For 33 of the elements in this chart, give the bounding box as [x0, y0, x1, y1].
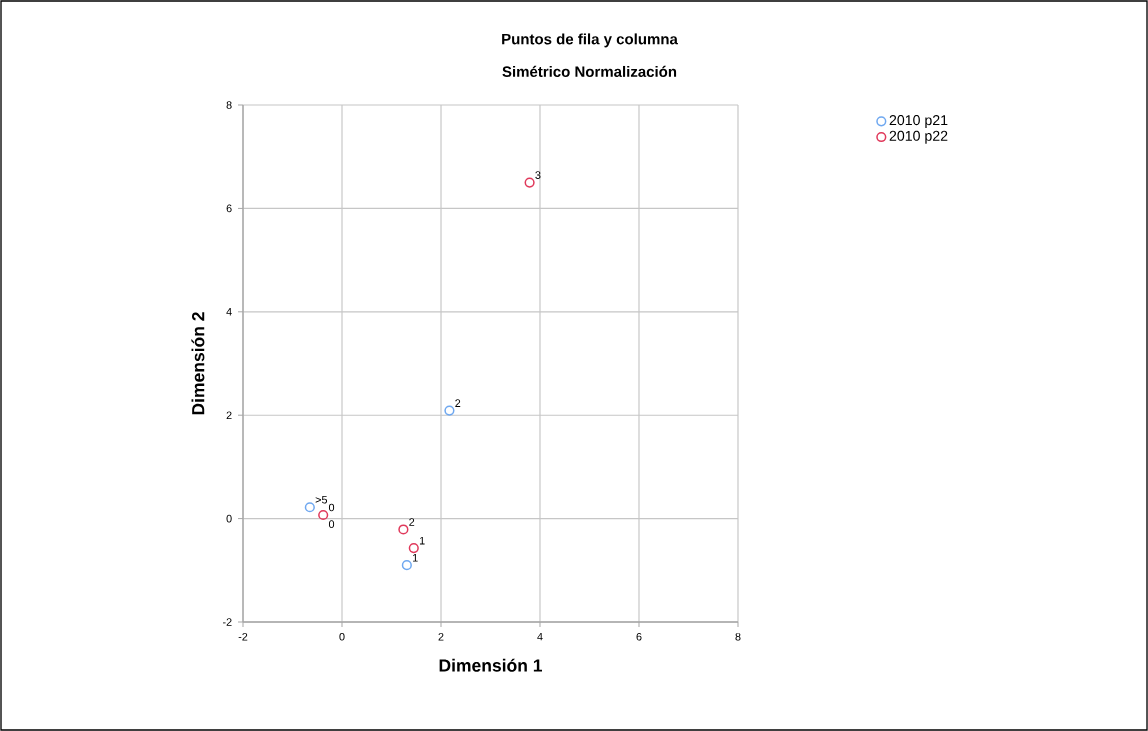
x-tick-label: 0 — [339, 632, 345, 641]
x-tick-label: 8 — [735, 632, 741, 641]
x-tick-label: 6 — [636, 632, 642, 641]
y-tick-label: -2 — [222, 618, 232, 626]
annotation: 2 — [455, 399, 461, 407]
y-axis-title: Dimensión 2 — [191, 312, 205, 415]
point — [318, 509, 329, 521]
y-tick-label: 2 — [226, 411, 232, 419]
point — [304, 502, 315, 513]
annotation: 1 — [419, 536, 425, 545]
x-tick-label: 4 — [537, 632, 543, 641]
annotation: >5 — [315, 496, 328, 504]
annotation: 0 — [328, 520, 335, 528]
point — [401, 560, 412, 571]
x-axis-title: Dimensión 1 — [439, 658, 543, 672]
x-tick-label: -2 — [238, 632, 248, 641]
annotation: 1 — [413, 554, 418, 562]
x-tick-label: 2 — [438, 632, 444, 641]
point — [524, 177, 535, 188]
point — [398, 524, 409, 535]
point — [408, 542, 419, 554]
annotation: 0 — [328, 503, 335, 512]
y-tick-label: 6 — [226, 204, 232, 213]
annotation: 2 — [409, 518, 415, 526]
y-tick-label: 4 — [226, 308, 232, 316]
y-tick-label: 0 — [226, 514, 232, 523]
annotation: 3 — [535, 171, 541, 179]
y-tick-label: 8 — [226, 101, 232, 109]
chart-subtitle: Simétrico Normalización — [502, 65, 677, 77]
chart-title: Puntos de fila y columna — [502, 33, 678, 48]
point — [444, 405, 455, 416]
legend-label: 2010 p21 — [889, 115, 948, 128]
legend-label: 2010 p22 — [889, 130, 948, 144]
